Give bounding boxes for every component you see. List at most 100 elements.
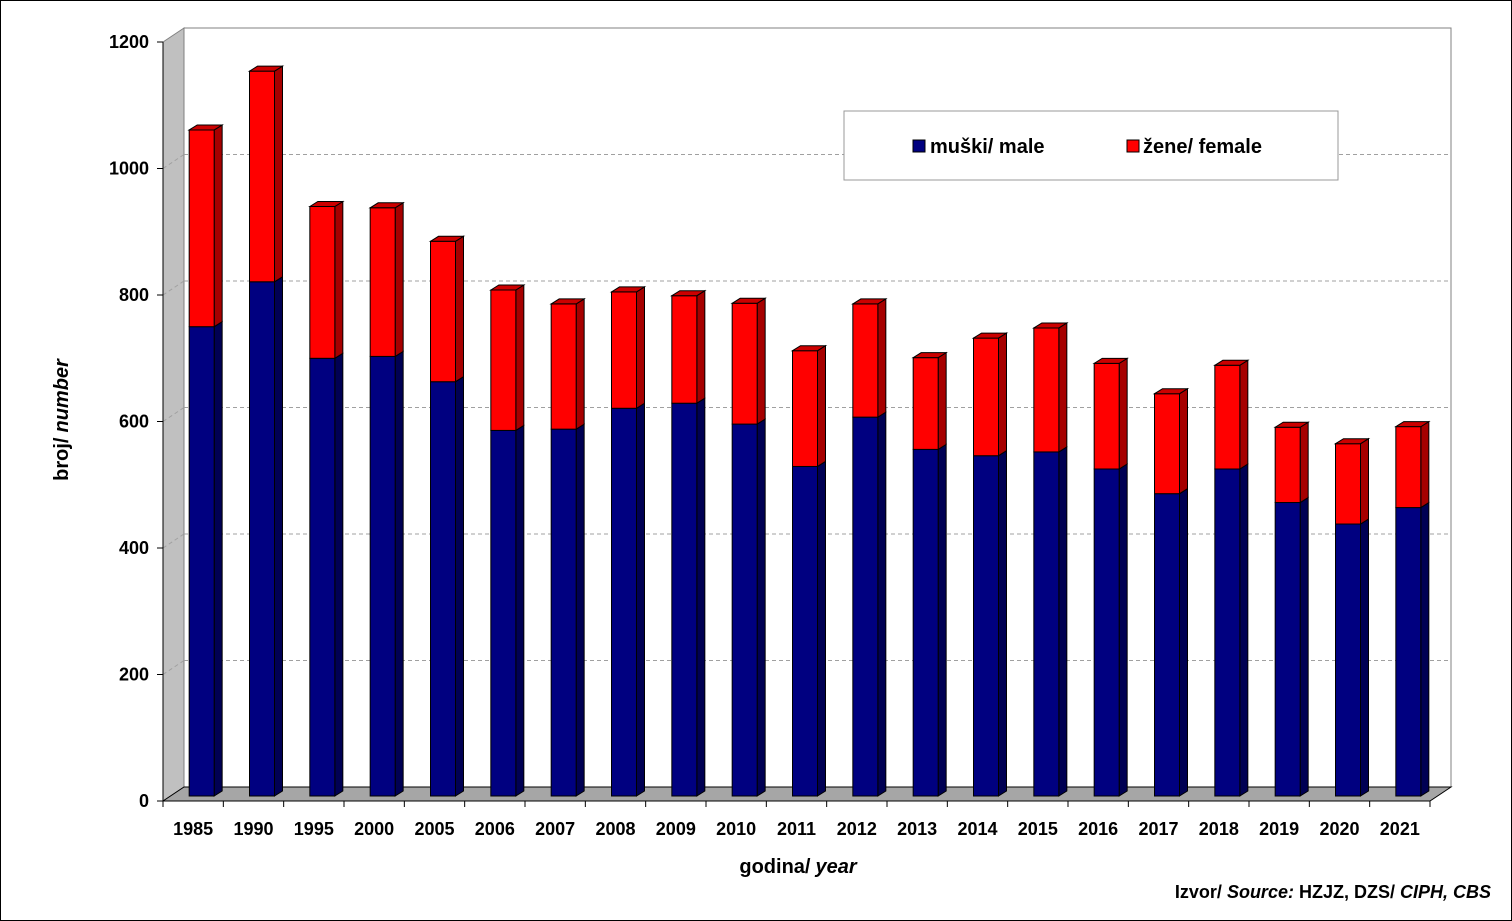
bar-2008-female bbox=[609, 285, 647, 410]
bar-top bbox=[368, 202, 405, 209]
bar-front bbox=[731, 302, 758, 425]
bar-top bbox=[1213, 359, 1250, 366]
x-tick-label: 2006 bbox=[475, 819, 515, 839]
bar-front bbox=[792, 465, 818, 797]
bar-side bbox=[1179, 487, 1188, 797]
gridline-side bbox=[162, 533, 185, 549]
x-tick-label: 2018 bbox=[1199, 819, 1239, 839]
bar-top bbox=[549, 298, 586, 305]
bar-front bbox=[973, 337, 999, 457]
bar-top bbox=[428, 235, 466, 242]
x-axis: 1985 1990 1995 2000 2005 2006 2007 2008 2009 2010… bbox=[162, 800, 1431, 839]
bar-2000-female bbox=[368, 201, 405, 358]
bars bbox=[187, 65, 1431, 797]
bar-2020-male bbox=[1335, 518, 1369, 797]
gridline-side bbox=[162, 280, 185, 296]
x-tick-label: 2010 bbox=[716, 819, 756, 839]
legend-swatch-female bbox=[1126, 139, 1140, 153]
bar-2019-male bbox=[1274, 496, 1309, 797]
bar-2019-female bbox=[1273, 421, 1310, 504]
bar-1990-male bbox=[249, 275, 283, 797]
bar-side bbox=[455, 235, 464, 383]
bar-side bbox=[696, 289, 706, 405]
bar-front bbox=[1214, 364, 1241, 470]
x-tick-label: 2016 bbox=[1078, 819, 1118, 839]
x-tick-label: 1990 bbox=[233, 819, 273, 839]
bar-2005-male bbox=[430, 375, 464, 797]
bar-top bbox=[1032, 322, 1069, 329]
bar-2006-female bbox=[489, 284, 526, 432]
y-tick-label: 1000 bbox=[109, 159, 149, 179]
bar-top bbox=[308, 201, 345, 208]
bar-side bbox=[636, 402, 645, 797]
x-tick-label: 2012 bbox=[837, 819, 877, 839]
x-tick-label: 2019 bbox=[1259, 819, 1299, 839]
source-note: Izvor/ Source: HZJZ, DZS/ CIPH, CBS bbox=[1175, 882, 1491, 902]
bar-top bbox=[790, 345, 828, 352]
bar-2013-female bbox=[911, 351, 948, 451]
x-tick-label: 2014 bbox=[957, 819, 997, 839]
side-wall bbox=[162, 27, 185, 802]
y-tick-label: 600 bbox=[119, 412, 149, 432]
bar-1985-female bbox=[187, 124, 224, 328]
bar-front bbox=[550, 303, 577, 430]
bar-side bbox=[1058, 322, 1068, 453]
y-tick-label: 0 bbox=[139, 791, 149, 811]
bar-front bbox=[1214, 468, 1241, 797]
y-tick-label: 400 bbox=[119, 538, 149, 558]
bar-side bbox=[998, 449, 1007, 797]
bar-2006-male bbox=[490, 424, 525, 797]
bar-front bbox=[1093, 362, 1120, 470]
bar-side bbox=[1118, 463, 1128, 797]
bar-side bbox=[1299, 421, 1309, 504]
x-tick-label: 2020 bbox=[1319, 819, 1359, 839]
bar-top bbox=[609, 286, 647, 293]
bar-2009-female bbox=[670, 289, 707, 405]
bar-front bbox=[1093, 468, 1120, 797]
x-tick-label: 2017 bbox=[1138, 819, 1178, 839]
bar-side bbox=[575, 423, 585, 797]
bar-side bbox=[274, 65, 283, 283]
bar-2014-female bbox=[971, 332, 1009, 457]
bar-front bbox=[309, 357, 336, 797]
x-tick-label: 2007 bbox=[535, 819, 575, 839]
bar-top bbox=[1333, 438, 1371, 445]
bar-2017-female bbox=[1152, 387, 1190, 495]
bar-side bbox=[877, 411, 887, 797]
bar-side bbox=[817, 460, 826, 797]
bar-front bbox=[249, 70, 275, 283]
bar-2020-female bbox=[1333, 437, 1371, 525]
bar-side bbox=[334, 200, 344, 360]
bar-top bbox=[1394, 421, 1431, 428]
bar-2021-female bbox=[1394, 420, 1431, 509]
x-tick-label: 2009 bbox=[656, 819, 696, 839]
gridline-side bbox=[162, 407, 185, 422]
bar-front bbox=[912, 357, 939, 450]
bar-top bbox=[730, 297, 767, 304]
bar-2010-male bbox=[731, 418, 766, 797]
bar-front bbox=[490, 429, 517, 797]
bar-side bbox=[515, 284, 525, 432]
bar-front bbox=[249, 281, 275, 797]
bar-2007-male bbox=[550, 423, 585, 797]
legend-label-male: muški/ male bbox=[930, 136, 1045, 158]
bar-front bbox=[1395, 426, 1422, 509]
bar-2009-male bbox=[671, 397, 706, 797]
bar-side bbox=[998, 332, 1007, 457]
gridline-side bbox=[162, 660, 185, 675]
legend-label-female: žene/ female bbox=[1143, 136, 1262, 158]
bar-front bbox=[369, 355, 396, 797]
bar-side bbox=[1239, 463, 1249, 797]
bar-front bbox=[611, 291, 637, 409]
bar-2017-male bbox=[1154, 487, 1188, 797]
bar-1995-male bbox=[309, 352, 344, 797]
bar-top bbox=[670, 290, 707, 297]
x-tick-label: 2011 bbox=[777, 819, 816, 839]
bar-front bbox=[1154, 393, 1180, 495]
bar-side bbox=[1239, 359, 1249, 470]
bar-side bbox=[817, 344, 826, 468]
bar-2013-male bbox=[912, 443, 947, 797]
bar-2018-male bbox=[1214, 463, 1249, 797]
bar-front bbox=[1154, 493, 1180, 797]
bar-side bbox=[575, 298, 585, 431]
